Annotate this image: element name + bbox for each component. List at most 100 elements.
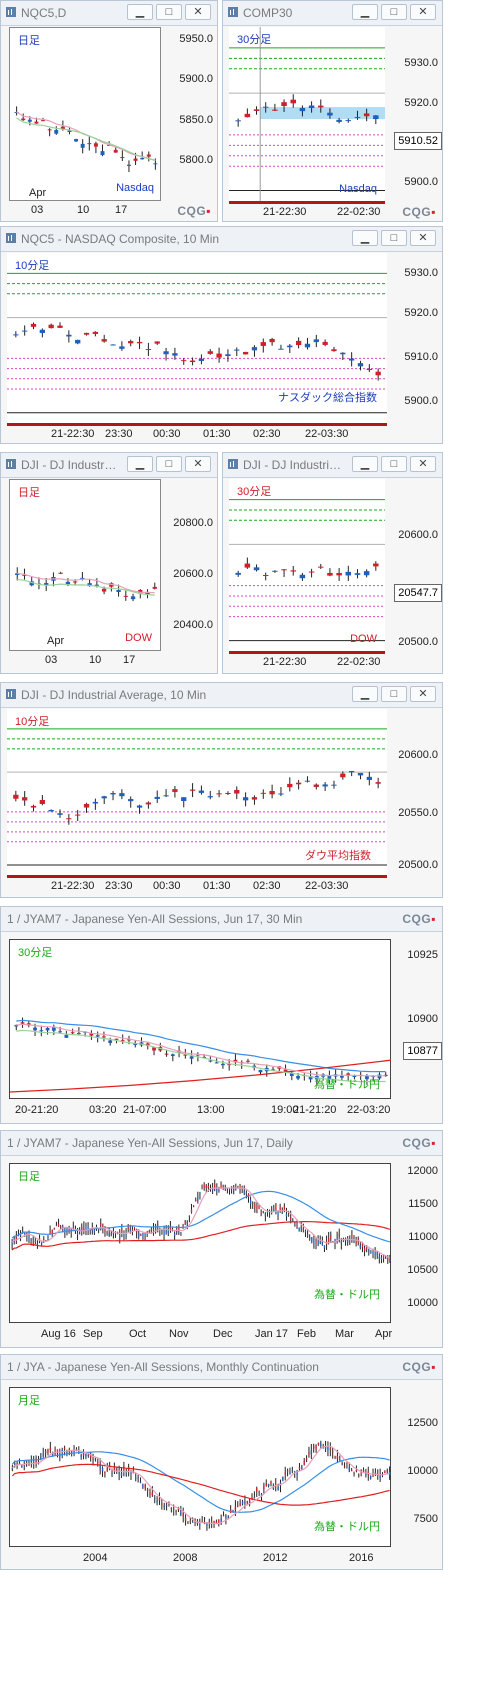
candle-body xyxy=(368,1248,370,1253)
minimize-button[interactable]: ▁ xyxy=(127,456,153,472)
chart-window-jpy-daily[interactable]: 1 / JYAM7 - Japanese Yen-All Sessions, J… xyxy=(0,1130,443,1348)
candlestick-series xyxy=(7,272,387,414)
title-bar[interactable]: DJI - DJ Industrial Average, 10 Min ▁ □ … xyxy=(1,683,442,708)
candle-body xyxy=(336,119,342,122)
candle-body xyxy=(235,120,241,122)
minimize-icon: ▁ xyxy=(135,457,145,470)
title-bar[interactable]: DJI - DJ Industrial ... ▁ □ ✕ xyxy=(1,453,217,478)
candle-body xyxy=(299,574,306,579)
y-axis: 5950.0 5900.0 5850.0 5800.0 xyxy=(161,27,217,201)
candle-body xyxy=(216,353,222,358)
candle-body xyxy=(153,163,158,165)
timeframe-label: 月足 xyxy=(18,1395,40,1407)
candle-body xyxy=(182,1224,184,1227)
minimize-button[interactable]: ▁ xyxy=(352,686,378,702)
chart-window-nasdaq-10min[interactable]: NQC5 - NASDAQ Composite, 10 Min ▁ □ ✕ 10… xyxy=(0,226,443,444)
candle-body xyxy=(87,583,92,587)
candle-body xyxy=(262,1211,264,1213)
minimize-button[interactable]: ▁ xyxy=(127,4,153,20)
candle-body xyxy=(126,164,131,166)
candle-body xyxy=(87,1454,90,1457)
candle-body xyxy=(242,351,249,355)
chart-window-dji-30min[interactable]: DJI - DJ Industrial ... ▁ □ ✕ 30分足 DOW 2… xyxy=(222,452,443,674)
candle-body xyxy=(233,1059,238,1063)
title-bar[interactable]: 1 / JYAM7 - Japanese Yen-All Sessions, J… xyxy=(1,1131,442,1156)
maximize-button[interactable]: □ xyxy=(156,456,182,472)
price-plot[interactable]: 30分足 Nasdaq xyxy=(229,27,385,201)
candle-body xyxy=(214,1062,219,1064)
candle-body xyxy=(323,1245,326,1249)
close-button[interactable]: ✕ xyxy=(185,4,211,20)
close-button[interactable]: ✕ xyxy=(410,686,436,702)
close-icon: ✕ xyxy=(418,457,428,470)
chart-window-icon xyxy=(228,459,238,469)
chart-window-comp30[interactable]: COMP30 ▁ □ ✕ 30分足 Nasdaq 5930.0 5920.0 5… xyxy=(222,0,443,222)
candle-body xyxy=(145,349,152,351)
chart-window-dji-10min[interactable]: DJI - DJ Industrial Average, 10 Min ▁ □ … xyxy=(0,682,443,898)
title-bar[interactable]: NQC5,D ▁ □ ✕ xyxy=(1,1,217,26)
chart-window-jpy-30min[interactable]: 1 / JYAM7 - Japanese Yen-All Sessions, J… xyxy=(0,906,443,1124)
chart-window-jpy-monthly[interactable]: 1 / JYA - Japanese Yen-All Sessions, Mon… xyxy=(0,1354,443,1570)
candle-body xyxy=(376,1251,378,1255)
candle-body xyxy=(373,563,379,567)
candle-body xyxy=(63,1447,66,1450)
candle-body xyxy=(289,1072,294,1076)
close-button[interactable]: ✕ xyxy=(185,456,211,472)
candle-body xyxy=(165,1229,167,1233)
maximize-button[interactable]: □ xyxy=(381,4,407,20)
x-tick-label: 03 xyxy=(45,654,58,666)
candle-body xyxy=(265,1483,267,1486)
title-bar[interactable]: NQC5 - NASDAQ Composite, 10 Min ▁ □ ✕ xyxy=(1,227,442,252)
candle-body xyxy=(107,144,112,146)
price-plot[interactable]: 30分足 DOW xyxy=(229,479,385,651)
x-axis: 21-22:30 22-02:30 CQG▪ xyxy=(223,201,442,223)
maximize-button[interactable]: □ xyxy=(381,230,407,246)
candle-body xyxy=(369,1475,372,1479)
candle-body xyxy=(72,581,78,583)
title-bar[interactable]: 1 / JYA - Japanese Yen-All Sessions, Mon… xyxy=(1,1355,442,1380)
x-tick-label: Apr xyxy=(29,187,47,199)
close-button[interactable]: ✕ xyxy=(410,456,436,472)
candle-body xyxy=(374,1253,376,1255)
title-bar[interactable]: DJI - DJ Industrial ... ▁ □ ✕ xyxy=(223,453,442,478)
candle-body xyxy=(22,330,28,332)
candle-body xyxy=(385,1258,387,1260)
price-plot[interactable]: 日足 為替・ドル円 xyxy=(9,1163,391,1323)
candle-body xyxy=(67,130,72,132)
price-plot[interactable]: 日足 DOW xyxy=(9,479,161,651)
title-bar[interactable]: 1 / JYAM7 - Japanese Yen-All Sessions, J… xyxy=(1,907,442,932)
minimize-button[interactable]: ▁ xyxy=(352,456,378,472)
close-button[interactable]: ✕ xyxy=(410,230,436,246)
candle-body xyxy=(290,1217,292,1220)
chart-window-nqc5-daily[interactable]: NQC5,D ▁ □ ✕ 日足 Nasdaq 5950.0 5900.0 585… xyxy=(0,0,218,222)
minimize-button[interactable]: ▁ xyxy=(352,230,378,246)
candle-body xyxy=(277,1487,279,1491)
x-tick-label: 02:30 xyxy=(253,880,281,892)
candle-body xyxy=(94,1458,97,1460)
price-plot[interactable]: 月足 為替・ドル円 xyxy=(9,1387,391,1547)
maximize-button[interactable]: □ xyxy=(381,686,407,702)
maximize-button[interactable]: □ xyxy=(381,456,407,472)
minimize-button[interactable]: ▁ xyxy=(352,4,378,20)
maximize-button[interactable]: □ xyxy=(156,4,182,20)
candle-body xyxy=(189,1056,194,1059)
price-plot[interactable]: 日足 Nasdaq xyxy=(9,27,161,201)
chart-window-dji-daily[interactable]: DJI - DJ Industrial ... ▁ □ ✕ 日足 DOW 208… xyxy=(0,452,218,674)
candle-body xyxy=(106,1231,108,1233)
candle-body xyxy=(116,1469,118,1471)
candle-body xyxy=(177,1507,180,1511)
candle-body xyxy=(237,1505,239,1507)
y-tick-label: 5920.0 xyxy=(404,97,438,109)
close-button[interactable]: ✕ xyxy=(410,4,436,20)
candle-body xyxy=(89,1453,92,1458)
x-tick-label: 22-02:30 xyxy=(337,656,381,668)
x-axis: Aug 16 Sep Oct Nov Dec Jan 17 Feb Mar Ap… xyxy=(1,1325,442,1347)
candle-body xyxy=(120,157,125,159)
price-plot[interactable]: 30分足 為替・ドル円 xyxy=(9,939,392,1099)
title-bar[interactable]: COMP30 ▁ □ ✕ xyxy=(223,1,442,26)
price-plot[interactable]: 10分足 ダウ平均指数 xyxy=(7,709,387,875)
candle-body xyxy=(283,1069,288,1073)
candle-body xyxy=(192,1206,195,1208)
candle-body xyxy=(357,363,364,367)
price-plot[interactable]: 10分足 ナスダック総合指数 xyxy=(7,253,387,423)
